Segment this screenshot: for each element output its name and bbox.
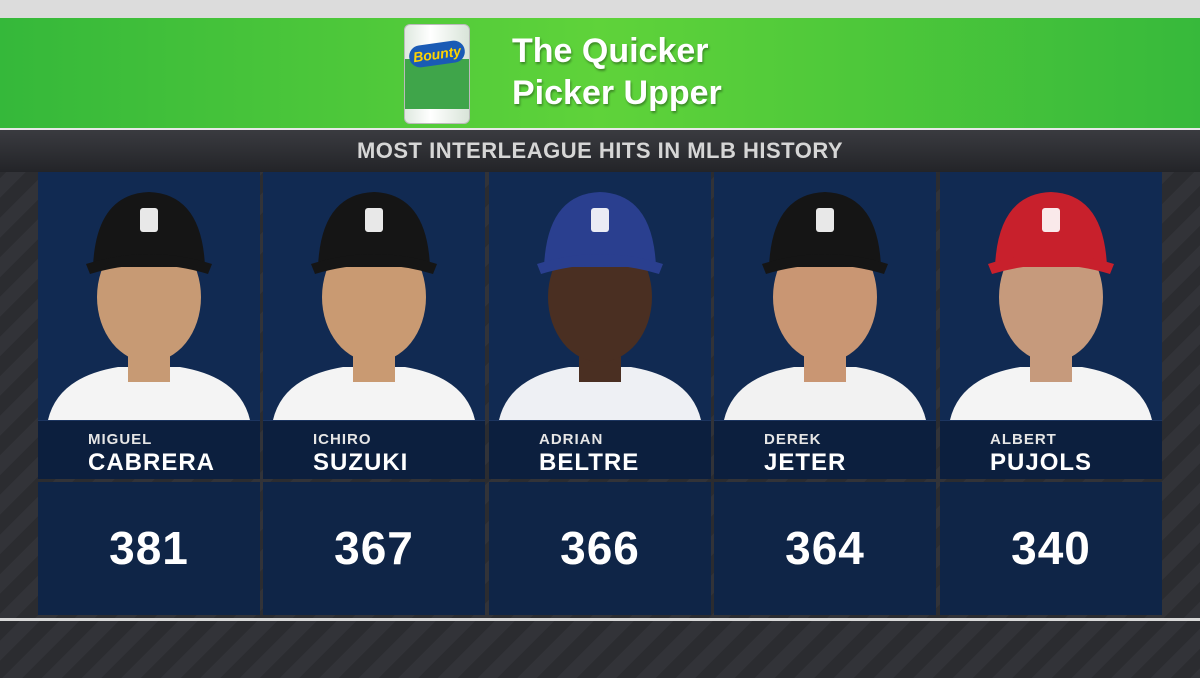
hits-value: 366 <box>560 522 640 574</box>
player-photo <box>38 172 260 420</box>
bottom-bar <box>0 618 1200 678</box>
value-box: 381 <box>38 482 260 615</box>
hits-value: 381 <box>109 522 189 574</box>
name-box: ADRIAN BELTRE <box>489 420 711 479</box>
name-box: ALBERT PUJOLS <box>940 420 1162 479</box>
last-name: SUZUKI <box>313 449 409 476</box>
player-photo <box>263 172 485 420</box>
headshot <box>499 192 701 420</box>
first-name: ALBERT <box>990 431 1057 448</box>
value-box: 366 <box>489 482 711 615</box>
last-name: JETER <box>764 449 847 476</box>
name-box: MIGUEL CABRERA <box>38 420 260 479</box>
value-box: 367 <box>263 482 485 615</box>
first-name: ADRIAN <box>539 431 604 448</box>
product-image: Bounty <box>404 24 470 124</box>
first-name: DEREK <box>764 431 822 448</box>
tagline-line: The Quicker <box>512 32 709 70</box>
top-strip <box>0 0 1200 18</box>
player-photo <box>940 172 1162 420</box>
value-box: 364 <box>714 482 936 615</box>
hits-value: 367 <box>334 522 414 574</box>
value-box: 340 <box>940 482 1162 615</box>
sponsor-banner: Bounty The Quicker Picker Upper <box>0 18 1200 130</box>
player-photo <box>714 172 936 420</box>
headshot <box>950 192 1152 420</box>
hits-value: 340 <box>1011 522 1091 574</box>
player-card: ICHIRO SUZUKI 367 <box>263 172 485 615</box>
player-card: ADRIAN BELTRE 366 <box>489 172 711 615</box>
last-name: PUJOLS <box>990 449 1093 476</box>
first-name: MIGUEL <box>88 431 153 448</box>
headshot <box>48 192 250 420</box>
first-name: ICHIRO <box>313 431 372 448</box>
player-photo <box>489 172 711 420</box>
name-box: DEREK JETER <box>714 420 936 479</box>
tagline-line: Picker Upper <box>512 74 722 112</box>
player-card: ALBERT PUJOLS 340 <box>940 172 1162 615</box>
title: MOST INTERLEAGUE HITS IN MLB HISTORY <box>356 138 844 163</box>
headshot <box>273 192 475 420</box>
headshot <box>724 192 926 420</box>
last-name: CABRERA <box>88 449 215 476</box>
name-box: ICHIRO SUZUKI <box>263 420 485 479</box>
title-bar: MOST INTERLEAGUE HITS IN MLB HISTORY <box>0 130 1200 172</box>
tagline: The Quicker Picker Upper <box>512 30 722 114</box>
player-card: DEREK JETER 364 <box>714 172 936 615</box>
player-card: MIGUEL CABRERA 381 <box>38 172 260 615</box>
last-name: BELTRE <box>539 449 640 476</box>
hits-value: 364 <box>785 522 865 574</box>
